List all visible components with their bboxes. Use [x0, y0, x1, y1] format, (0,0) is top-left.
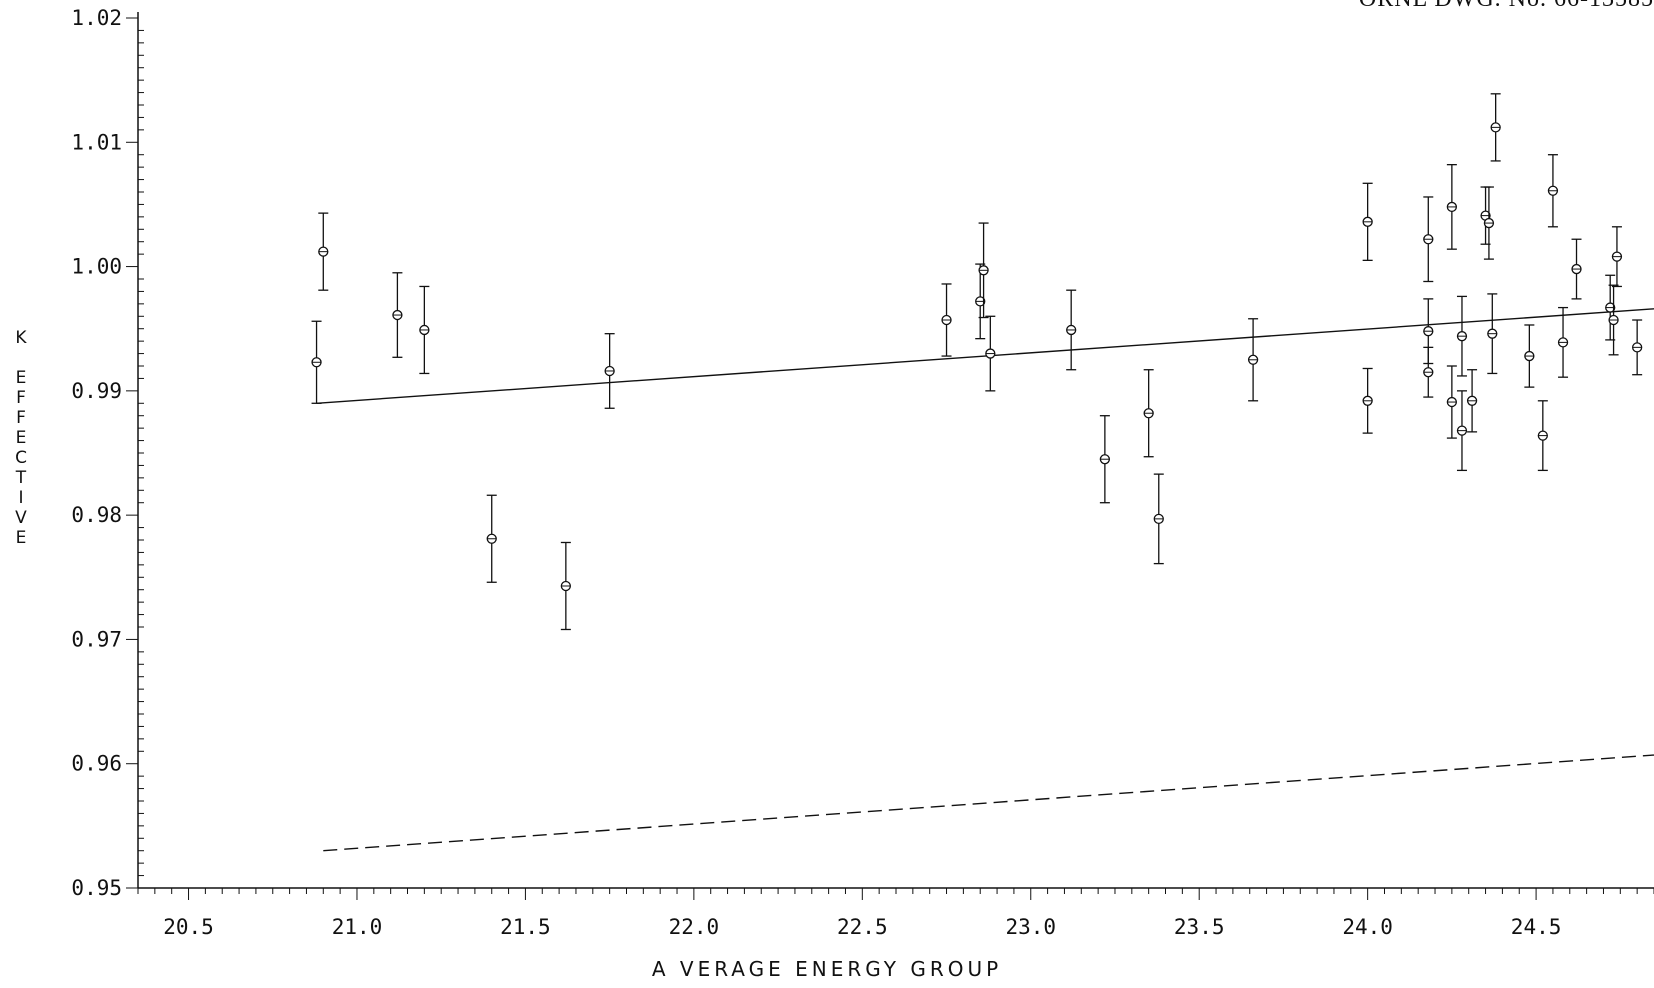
data-point — [311, 320, 322, 404]
fit-line — [316, 308, 1654, 404]
y-axis-label-char: T — [15, 468, 27, 488]
data-point — [1632, 319, 1643, 376]
x-axis-ticks: 20.5 21.0 21.5 22.0 22.5 23.0 23.5 24.0 24.5 — [137, 888, 1654, 939]
data-point — [1143, 369, 1154, 458]
data-point — [1537, 400, 1548, 472]
data-point — [1099, 415, 1111, 504]
y-axis-label-char: E — [15, 528, 27, 548]
y-axis-label-char — [8, 348, 34, 368]
y-tick-label: 1.01 — [71, 130, 122, 154]
data-point — [560, 541, 571, 631]
data-point — [1423, 346, 1434, 398]
data-point — [1490, 93, 1501, 162]
data-point — [1446, 164, 1458, 250]
data-point — [1605, 274, 1616, 341]
data-point — [1066, 289, 1077, 371]
y-axis-label-char: K — [15, 328, 27, 348]
y-axis-label-char: E — [15, 368, 27, 388]
y-axis-ticks: 0.95 0.96 0.97 0.98 0.99 1.00 1.01 1.02 — [71, 6, 144, 900]
data-point — [1608, 284, 1619, 356]
x-tick-label: 21.0 — [332, 915, 383, 939]
y-axis-label-char: E — [15, 428, 27, 448]
data-point — [1483, 186, 1495, 260]
data-point — [1611, 226, 1623, 288]
data-point — [1557, 306, 1569, 378]
y-tick-label: 0.97 — [71, 627, 122, 651]
x-tick-label: 21.5 — [500, 915, 551, 939]
y-tick-label: 0.96 — [71, 752, 122, 776]
data-point — [1466, 369, 1478, 433]
data-point — [1362, 367, 1373, 434]
x-tick-label: 20.5 — [163, 915, 214, 939]
y-tick-label: 1.00 — [71, 255, 122, 279]
data-point — [1487, 293, 1498, 375]
data-point — [941, 283, 952, 357]
x-tick-label: 22.5 — [837, 915, 888, 939]
drawing-number-note: ORNL DWG. No. 66-13585 — [1359, 0, 1654, 13]
x-tick-label: 22.0 — [669, 915, 720, 939]
data-point — [1247, 318, 1259, 402]
y-tick-label: 0.99 — [71, 379, 122, 403]
dashed-line — [323, 754, 1654, 852]
x-tick-label: 24.0 — [1342, 915, 1393, 939]
data-point — [978, 222, 989, 319]
data-points — [311, 93, 1643, 631]
data-point — [975, 263, 986, 340]
fit-lines — [316, 308, 1654, 852]
data-point — [604, 333, 615, 409]
y-axis-label-char: C — [15, 448, 27, 468]
x-tick-label: 23.0 — [1005, 915, 1056, 939]
x-tick-label: 23.5 — [1174, 915, 1225, 939]
y-axis-label-char: F — [16, 388, 26, 408]
y-tick-label: 1.02 — [71, 6, 122, 30]
data-point — [318, 212, 329, 291]
data-point — [486, 494, 497, 583]
y-axis-label-char: F — [16, 408, 26, 428]
data-point — [1524, 324, 1535, 388]
data-point — [1362, 182, 1373, 262]
y-axis-label-char: I — [18, 488, 24, 508]
x-axis-label: A VERAGE ENERGY GROUP — [651, 957, 1003, 981]
data-point — [1153, 473, 1164, 565]
data-point — [1456, 295, 1468, 377]
x-tick-label: 24.5 — [1511, 915, 1562, 939]
data-point — [1456, 390, 1468, 472]
data-point — [1547, 154, 1559, 228]
data-point — [1423, 196, 1434, 283]
y-tick-label: 0.98 — [71, 503, 122, 527]
y-axis-label-char: V — [15, 508, 27, 528]
data-point — [985, 315, 996, 392]
data-point — [419, 285, 430, 375]
axes — [137, 12, 1654, 889]
data-point — [392, 272, 403, 358]
y-tick-label: 0.95 — [71, 876, 122, 900]
data-point — [1446, 365, 1458, 439]
data-point — [1571, 238, 1582, 300]
